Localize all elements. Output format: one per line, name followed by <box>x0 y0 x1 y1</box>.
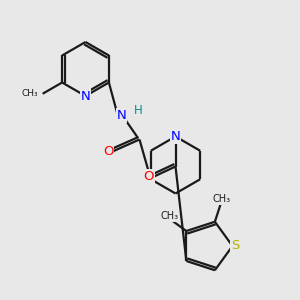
Text: CH₃: CH₃ <box>212 194 230 204</box>
Text: CH₃: CH₃ <box>160 211 178 221</box>
Text: O: O <box>143 170 154 184</box>
Text: O: O <box>103 145 113 158</box>
Text: S: S <box>231 239 240 253</box>
Text: CH₃: CH₃ <box>22 89 38 98</box>
Text: N: N <box>171 130 180 143</box>
Text: N: N <box>117 109 126 122</box>
Text: N: N <box>81 89 90 103</box>
Text: H: H <box>134 104 142 118</box>
